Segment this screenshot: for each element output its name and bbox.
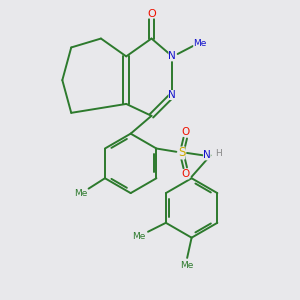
Text: H: H bbox=[215, 149, 222, 158]
Text: Me: Me bbox=[193, 39, 207, 48]
Text: Me: Me bbox=[181, 261, 194, 270]
Text: S: S bbox=[178, 146, 185, 160]
Text: N: N bbox=[168, 51, 176, 62]
Text: O: O bbox=[181, 169, 189, 179]
Text: O: O bbox=[181, 127, 189, 136]
Text: N: N bbox=[168, 90, 176, 100]
Text: O: O bbox=[147, 9, 156, 19]
Text: N: N bbox=[203, 150, 211, 161]
Text: Me: Me bbox=[132, 232, 146, 241]
Text: Me: Me bbox=[74, 189, 87, 198]
